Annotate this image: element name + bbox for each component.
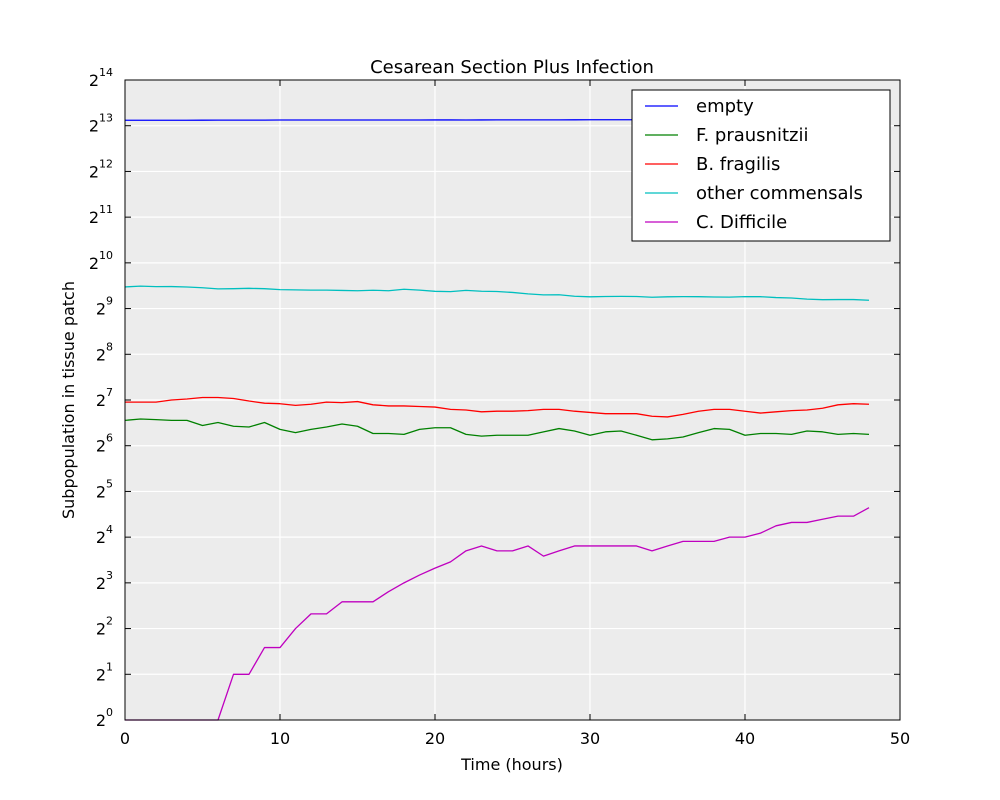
y-tick-base: 2	[96, 528, 106, 547]
y-tick-exponent: 1	[106, 660, 113, 673]
y-tick-exponent: 11	[99, 203, 113, 216]
legend-entry: other commensals	[696, 183, 863, 204]
y-tick-exponent: 6	[106, 432, 113, 445]
y-tick-label: 214	[89, 66, 113, 90]
y-tick-base: 2	[96, 665, 106, 684]
y-tick-label: 28	[96, 340, 113, 364]
y-tick-base: 2	[89, 162, 99, 181]
y-tick-exponent: 10	[99, 249, 113, 262]
y-tick-label: 211	[89, 203, 113, 227]
y-tick-label: 21	[96, 660, 113, 684]
y-tick-label: 210	[89, 249, 113, 273]
y-tick-base: 2	[89, 254, 99, 273]
y-tick-label: 213	[89, 112, 113, 136]
y-tick-label: 29	[96, 295, 113, 319]
legend-entry: F. prausnitzii	[696, 125, 808, 146]
legend-entry: B. fragilis	[696, 154, 780, 175]
y-tick-base: 2	[96, 300, 106, 319]
y-tick-label: 23	[96, 569, 113, 593]
y-tick-base: 2	[89, 71, 99, 90]
series-line-f-prausnitzii	[124, 418, 870, 441]
series-line-c-difficile	[125, 507, 870, 721]
legend-entry: empty	[696, 96, 754, 117]
y-tick-exponent: 0	[106, 706, 113, 719]
x-tick-label: 30	[580, 729, 600, 748]
y-tick-label: 212	[89, 157, 113, 181]
y-tick-label: 26	[96, 432, 113, 456]
y-tick-base: 2	[96, 437, 106, 456]
y-tick-exponent: 2	[106, 615, 113, 628]
y-tick-exponent: 3	[106, 569, 113, 582]
y-tick-base: 2	[96, 711, 106, 730]
y-tick-exponent: 4	[106, 523, 113, 536]
y-tick-label: 24	[96, 523, 113, 547]
y-tick-label: 22	[96, 615, 113, 639]
y-tick-label: 25	[96, 477, 113, 501]
legend: empty F. prausnitzii B. fragilis other comm…	[631, 89, 891, 242]
y-tick-label: 20	[96, 706, 113, 730]
x-tick-label: 20	[425, 729, 445, 748]
y-axis-label: Subpopulation in tissue patch	[59, 281, 78, 519]
x-tick-label: 10	[270, 729, 290, 748]
y-tick-exponent: 14	[99, 66, 113, 79]
y-tick-base: 2	[96, 391, 106, 410]
y-tick-base: 2	[89, 208, 99, 227]
y-tick-base: 2	[96, 345, 106, 364]
x-tick-labels: 0 10 20 30 40 50	[120, 729, 910, 748]
x-tick-label: 40	[735, 729, 755, 748]
x-axis-label: Time (hours)	[460, 755, 563, 774]
y-tick-base: 2	[89, 117, 99, 136]
y-tick-label: 27	[96, 386, 113, 410]
legend-box	[631, 89, 891, 242]
x-tick-label: 50	[890, 729, 910, 748]
y-tick-exponent: 12	[99, 157, 113, 170]
y-tick-exponent: 13	[99, 112, 113, 125]
y-tick-exponent: 8	[106, 340, 113, 353]
legend-entry: C. Difficile	[696, 212, 787, 233]
y-tick-base: 2	[96, 482, 106, 501]
x-tick-label: 0	[120, 729, 130, 748]
series-line-b-fragilis	[125, 396, 870, 418]
chart-title: Cesarean Section Plus Infection	[370, 57, 654, 78]
y-tick-exponent: 5	[106, 477, 113, 490]
axis-ticks	[124, 79, 901, 721]
y-tick-exponent: 9	[106, 295, 113, 308]
y-tick-exponent: 7	[106, 386, 113, 399]
series-line-other-commensals	[124, 285, 870, 301]
y-tick-base: 2	[96, 620, 106, 639]
y-tick-base: 2	[96, 574, 106, 593]
